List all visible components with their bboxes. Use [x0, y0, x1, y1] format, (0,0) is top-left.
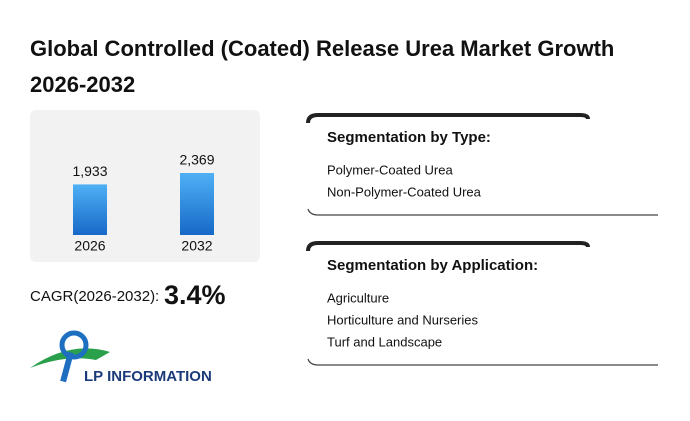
box-bottom [307, 358, 658, 366]
box-top [306, 241, 590, 252]
bar [180, 173, 214, 235]
cagr-value: 3.4% [164, 280, 226, 310]
segment-item: Horticulture and Nurseries [327, 312, 479, 327]
segment-item: Turf and Landscape [327, 334, 442, 349]
category-label: 2026 [74, 238, 105, 254]
segment-item: Polymer-Coated Urea [327, 162, 453, 177]
segment-heading: Segmentation by Type: [327, 129, 491, 146]
box-bottom [307, 208, 658, 216]
segment-item: Non-Polymer-Coated Urea [327, 184, 482, 199]
segment-item: Agriculture [327, 290, 389, 305]
cagr-label: CAGR(2026-2032): [30, 288, 159, 305]
logo: LP INFORMATION [30, 330, 212, 385]
bar [73, 184, 107, 235]
category-label: 2032 [181, 238, 212, 254]
segmentation: Segmentation by Type: Polymer-Coated Urea… [306, 113, 658, 366]
value-label: 1,933 [72, 163, 107, 179]
logo-text: LP INFORMATION [84, 368, 212, 385]
box-top [306, 113, 590, 124]
chart-panel [30, 110, 260, 262]
title: Global Controlled (Coated) Release Urea … [30, 36, 614, 97]
value-label: 2,369 [179, 152, 214, 168]
segment-heading: Segmentation by Application: [327, 257, 538, 274]
bar-chart: 1,933 2026 2,369 2032 [72, 152, 214, 254]
